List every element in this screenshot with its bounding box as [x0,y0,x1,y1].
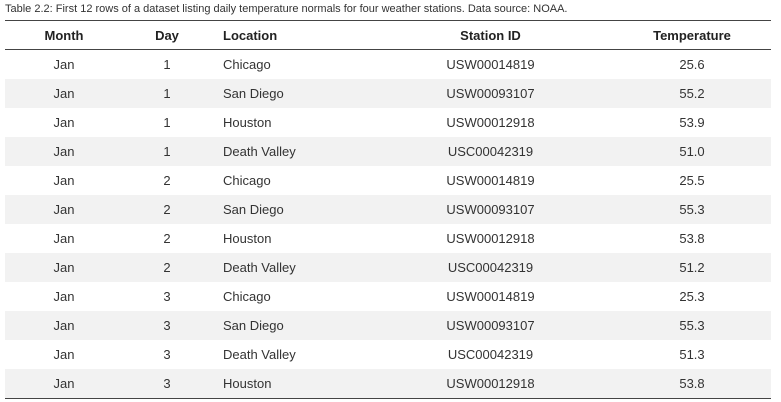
cell-location: Houston [223,115,272,130]
cell-temperature: 55.3 [679,318,705,333]
table-header: Month Day Location Station ID Temperatur… [5,20,771,50]
cell-location: Houston [223,376,272,391]
cell-station-id: USW00093107 [446,86,535,101]
cell-day: 3 [163,376,171,391]
cell-location: San Diego [223,318,284,333]
cell-temperature: 53.8 [679,231,705,246]
cell-month: Jan [53,202,75,217]
cell-day: 3 [163,289,171,304]
cell-location: Death Valley [223,144,296,159]
cell-month: Jan [53,144,75,159]
table-row: Jan 3 San Diego USW00093107 55.3 [5,311,771,340]
cell-station-id: USW00093107 [446,202,535,217]
header-row: Month Day Location Station ID Temperatur… [5,20,771,50]
table-row: Jan 1 San Diego USW00093107 55.2 [5,79,771,108]
cell-day: 2 [163,260,171,275]
cell-location: Houston [223,231,272,246]
cell-station-id: USW00014819 [446,289,535,304]
table-row: Jan 2 Death Valley USC00042319 51.2 [5,253,771,282]
table-row: Jan 3 Houston USW00012918 53.8 [5,369,771,399]
header-month: Month [44,27,84,43]
cell-day: 1 [163,144,171,159]
cell-location: Death Valley [223,347,296,362]
table-row: Jan 1 Death Valley USC00042319 51.0 [5,137,771,166]
cell-station-id: USC00042319 [447,260,534,275]
cell-location: Death Valley [223,260,296,275]
cell-temperature: 53.8 [679,376,705,391]
cell-day: 2 [163,202,171,217]
cell-temperature: 55.2 [679,86,705,101]
table-row: Jan 2 San Diego USW00093107 55.3 [5,195,771,224]
cell-day: 1 [163,115,171,130]
cell-month: Jan [53,115,75,130]
table-body: Jan 1 Chicago USW00014819 25.6 Jan 1 San Diego U… [5,50,771,399]
cell-station-id: USW00012918 [446,231,535,246]
cell-day: 1 [163,86,171,101]
cell-location: San Diego [223,86,284,101]
table-row: Jan 2 Houston USW00012918 53.8 [5,224,771,253]
cell-station-id: USC00042319 [447,144,534,159]
cell-month: Jan [53,57,75,72]
cell-day: 1 [163,57,171,72]
cell-temperature: 25.6 [679,57,705,72]
cell-temperature: 55.3 [679,202,705,217]
table-row: Jan 1 Houston USW00012918 53.9 [5,108,771,137]
data-table-container: Month Day Location Station ID Temperatur… [5,20,771,399]
cell-location: Chicago [223,173,271,188]
data-table: Month Day Location Station ID Temperatur… [5,20,771,399]
cell-station-id: USC00042319 [447,347,534,362]
cell-temperature: 51.3 [679,347,705,362]
header-station-id: Station ID [460,27,521,43]
table-row: Jan 3 Chicago USW00014819 25.3 [5,282,771,311]
cell-temperature: 25.3 [679,289,705,304]
cell-temperature: 51.0 [679,144,705,159]
header-temperature: Temperature [653,27,731,43]
cell-month: Jan [53,86,75,101]
cell-month: Jan [53,289,75,304]
cell-day: 2 [163,231,171,246]
cell-month: Jan [53,260,75,275]
cell-station-id: USW00014819 [446,57,535,72]
cell-location: Chicago [223,289,271,304]
cell-location: Chicago [223,57,271,72]
cell-month: Jan [53,318,75,333]
header-day: Day [155,27,179,43]
table-caption: Table 2.2: First 12 rows of a dataset li… [5,3,568,15]
table-row: Jan 3 Death Valley USC00042319 51.3 [5,340,771,369]
cell-temperature: 25.5 [679,173,705,188]
cell-day: 3 [163,347,171,362]
cell-temperature: 51.2 [679,260,705,275]
cell-month: Jan [53,376,75,391]
cell-day: 3 [163,318,171,333]
cell-location: San Diego [223,202,284,217]
cell-station-id: USW00093107 [446,318,535,333]
cell-day: 2 [163,173,171,188]
cell-station-id: USW00012918 [446,115,535,130]
table-row: Jan 1 Chicago USW00014819 25.6 [5,50,771,80]
cell-station-id: USW00014819 [446,173,535,188]
table-row: Jan 2 Chicago USW00014819 25.5 [5,166,771,195]
header-location: Location [223,27,278,43]
cell-month: Jan [53,231,75,246]
cell-station-id: USW00012918 [446,376,535,391]
cell-temperature: 53.9 [679,115,705,130]
cell-month: Jan [53,347,75,362]
cell-month: Jan [53,173,75,188]
